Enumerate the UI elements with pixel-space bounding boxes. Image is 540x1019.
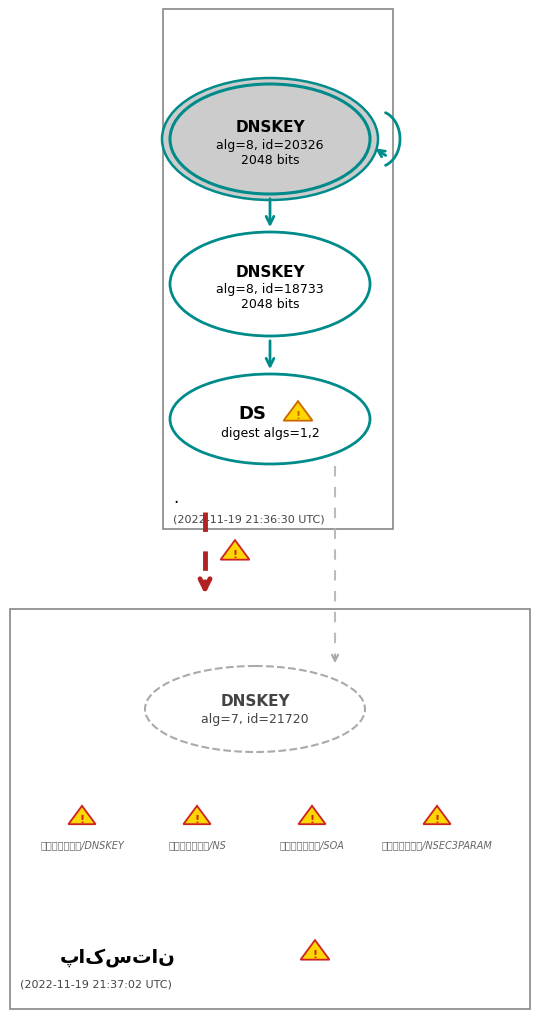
Text: پاکستان/NSEC3PARAM: پاکستان/NSEC3PARAM	[382, 840, 492, 849]
Polygon shape	[284, 401, 313, 421]
Text: !: !	[313, 949, 318, 959]
Text: 2048 bits: 2048 bits	[241, 299, 299, 311]
Ellipse shape	[145, 666, 365, 752]
Text: alg=7, id=21720: alg=7, id=21720	[201, 713, 309, 726]
Text: digest algs=1,2: digest algs=1,2	[221, 427, 319, 440]
Text: (2022-11-19 21:36:30 UTC): (2022-11-19 21:36:30 UTC)	[173, 515, 325, 525]
Text: alg=8, id=18733: alg=8, id=18733	[216, 283, 324, 297]
Polygon shape	[184, 806, 211, 824]
Polygon shape	[301, 941, 329, 960]
Text: DNSKEY: DNSKEY	[220, 694, 290, 709]
Ellipse shape	[170, 232, 370, 336]
Text: !: !	[194, 814, 200, 823]
Polygon shape	[220, 540, 249, 560]
Text: !: !	[309, 814, 315, 823]
Bar	[10, 609, 530, 1009]
Ellipse shape	[170, 85, 370, 195]
Bar	[163, 10, 393, 530]
Polygon shape	[423, 806, 450, 824]
Text: پاکستان/NS: پاکستان/NS	[168, 840, 226, 849]
Ellipse shape	[170, 375, 370, 465]
Text: DNSKEY: DNSKEY	[235, 265, 305, 280]
Text: پاکستان/SOA: پاکستان/SOA	[280, 840, 345, 849]
Text: !: !	[295, 411, 301, 420]
Polygon shape	[299, 806, 326, 824]
Text: پاکستان: پاکستان	[60, 948, 176, 967]
Text: 2048 bits: 2048 bits	[241, 153, 299, 166]
Text: (2022-11-19 21:37:02 UTC): (2022-11-19 21:37:02 UTC)	[20, 979, 172, 989]
Text: .: .	[173, 488, 178, 506]
Ellipse shape	[162, 78, 378, 201]
Text: alg=8, id=20326: alg=8, id=20326	[216, 139, 324, 152]
Text: !: !	[79, 814, 85, 823]
Text: DNSKEY: DNSKEY	[235, 120, 305, 136]
Text: !: !	[232, 549, 238, 559]
Text: پاکستان/DNSKEY: پاکستان/DNSKEY	[40, 840, 124, 849]
Polygon shape	[69, 806, 96, 824]
Text: !: !	[435, 814, 440, 823]
Text: DS: DS	[238, 405, 266, 423]
